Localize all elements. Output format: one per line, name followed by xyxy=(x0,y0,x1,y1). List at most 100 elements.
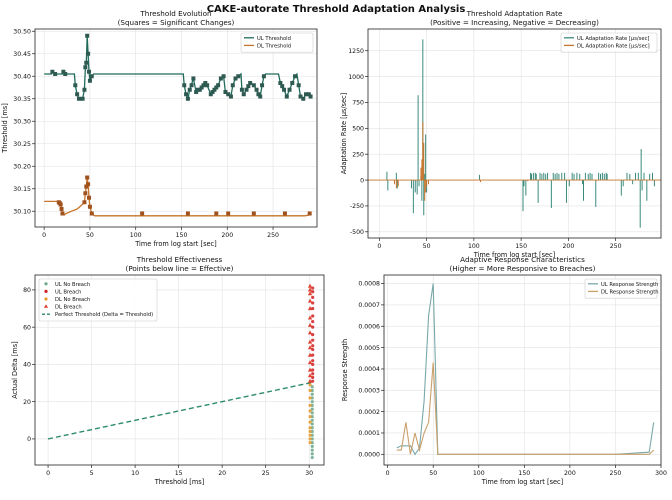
legend-label: UL Adaptation Rate [µs/sec] xyxy=(577,36,649,42)
change-marker xyxy=(293,74,298,79)
change-marker xyxy=(86,182,91,187)
change-marker xyxy=(301,96,306,101)
scatter-point xyxy=(307,298,313,303)
change-marker xyxy=(187,87,192,92)
x-axis-label: Time from log start [sec] xyxy=(473,251,556,259)
scatter-point xyxy=(310,455,314,460)
scatter-point xyxy=(310,407,314,411)
legend: UL Adaptation Rate [µs/sec]DL Adaptation… xyxy=(560,32,658,53)
chart-subtitle: (Higher = More Responsive to Breaches) xyxy=(450,264,596,273)
scatter-point xyxy=(311,372,315,376)
change-marker xyxy=(84,184,89,189)
y-tick-label: 0.0004 xyxy=(358,366,380,373)
change-marker xyxy=(84,60,89,65)
change-marker xyxy=(87,78,92,83)
scatter-point xyxy=(311,368,315,372)
change-marker xyxy=(194,90,199,94)
y-axis-label: Actual Delta [ms] xyxy=(11,341,19,398)
legend-swatch xyxy=(44,282,48,286)
change-marker xyxy=(261,74,266,79)
y-axis-label: Adaptation Rate [µs/sec] xyxy=(340,93,348,175)
plot-frame xyxy=(383,274,662,466)
change-marker xyxy=(218,76,223,81)
scatter-point xyxy=(307,339,313,344)
panel-evolution: Threshold Evolution(Squares = Significan… xyxy=(1,9,318,248)
change-marker xyxy=(208,92,213,97)
change-marker xyxy=(76,96,81,101)
change-marker xyxy=(228,94,233,99)
scatter-point xyxy=(310,418,314,422)
change-marker xyxy=(53,72,58,76)
scatter-point xyxy=(310,448,314,452)
x-tick-label: 50 xyxy=(86,232,94,239)
y-tick-label: 30.25 xyxy=(13,141,31,148)
scatter-point xyxy=(308,409,312,413)
legend-swatch xyxy=(44,289,48,293)
chart-title: Threshold Effectiveness xyxy=(136,255,223,264)
change-marker xyxy=(304,92,309,97)
y-tick-label: -250 xyxy=(350,203,364,210)
change-marker xyxy=(85,33,90,38)
change-marker xyxy=(199,85,204,90)
plot-area xyxy=(47,283,315,460)
change-marker xyxy=(241,92,246,97)
scatter-point xyxy=(307,345,313,350)
change-marker xyxy=(75,92,80,97)
x-tick-label: 100 xyxy=(468,243,480,250)
y-tick-label: 20 xyxy=(23,399,31,406)
change-marker xyxy=(236,74,241,79)
y-tick-label: 0.0008 xyxy=(358,281,380,288)
x-tick-label: 150 xyxy=(176,232,188,239)
legend-label: UL Threshold xyxy=(257,36,291,42)
chart-title: Threshold Evolution xyxy=(139,9,211,18)
scatter-point xyxy=(310,411,314,415)
scatter-point xyxy=(310,385,314,389)
panel-rate: Threshold Adaptation Rate(Positive = Inc… xyxy=(340,9,662,259)
change-marker xyxy=(86,51,91,56)
change-marker xyxy=(83,65,88,70)
change-marker xyxy=(221,74,226,79)
change-marker xyxy=(58,202,63,207)
change-marker xyxy=(89,211,94,216)
change-marker xyxy=(214,85,219,90)
change-marker xyxy=(82,87,87,92)
plot-frame xyxy=(34,28,318,228)
scatter-point xyxy=(307,352,313,357)
scatter-point xyxy=(308,420,312,424)
x-tick-label: 5 xyxy=(90,470,94,477)
x-tick-label: 250 xyxy=(610,470,622,477)
scatter-point xyxy=(308,403,312,407)
change-marker xyxy=(73,83,78,88)
series-line xyxy=(44,177,310,217)
scatter-point xyxy=(308,383,312,387)
change-marker xyxy=(185,211,190,216)
change-marker xyxy=(50,69,55,74)
y-tick-label: 0.0003 xyxy=(358,387,380,394)
y-tick-label: 250 xyxy=(352,151,364,158)
scatter-point xyxy=(311,379,315,383)
change-marker xyxy=(260,83,265,88)
y-tick-label: 40 xyxy=(23,362,31,369)
scatter-point xyxy=(311,314,315,318)
change-marker xyxy=(82,200,87,205)
legend-box xyxy=(560,32,658,53)
change-marker xyxy=(205,83,210,88)
legend-label: Perfect Threshold (Delta = Threshold) xyxy=(55,312,153,318)
plot-area xyxy=(44,33,313,217)
change-marker xyxy=(63,72,68,76)
change-marker xyxy=(307,211,312,216)
scatter-point xyxy=(308,396,312,400)
change-marker xyxy=(214,211,219,216)
x-tick-label: 100 xyxy=(130,232,142,239)
y-tick-label: 30.40 xyxy=(13,73,31,80)
scatter-point xyxy=(307,291,313,296)
scatter-point xyxy=(310,422,314,426)
scatter-point xyxy=(311,319,315,324)
plot-frame xyxy=(34,274,325,466)
legend-box xyxy=(38,278,158,322)
scatter-point xyxy=(311,306,315,311)
x-tick-label: 200 xyxy=(562,243,574,250)
